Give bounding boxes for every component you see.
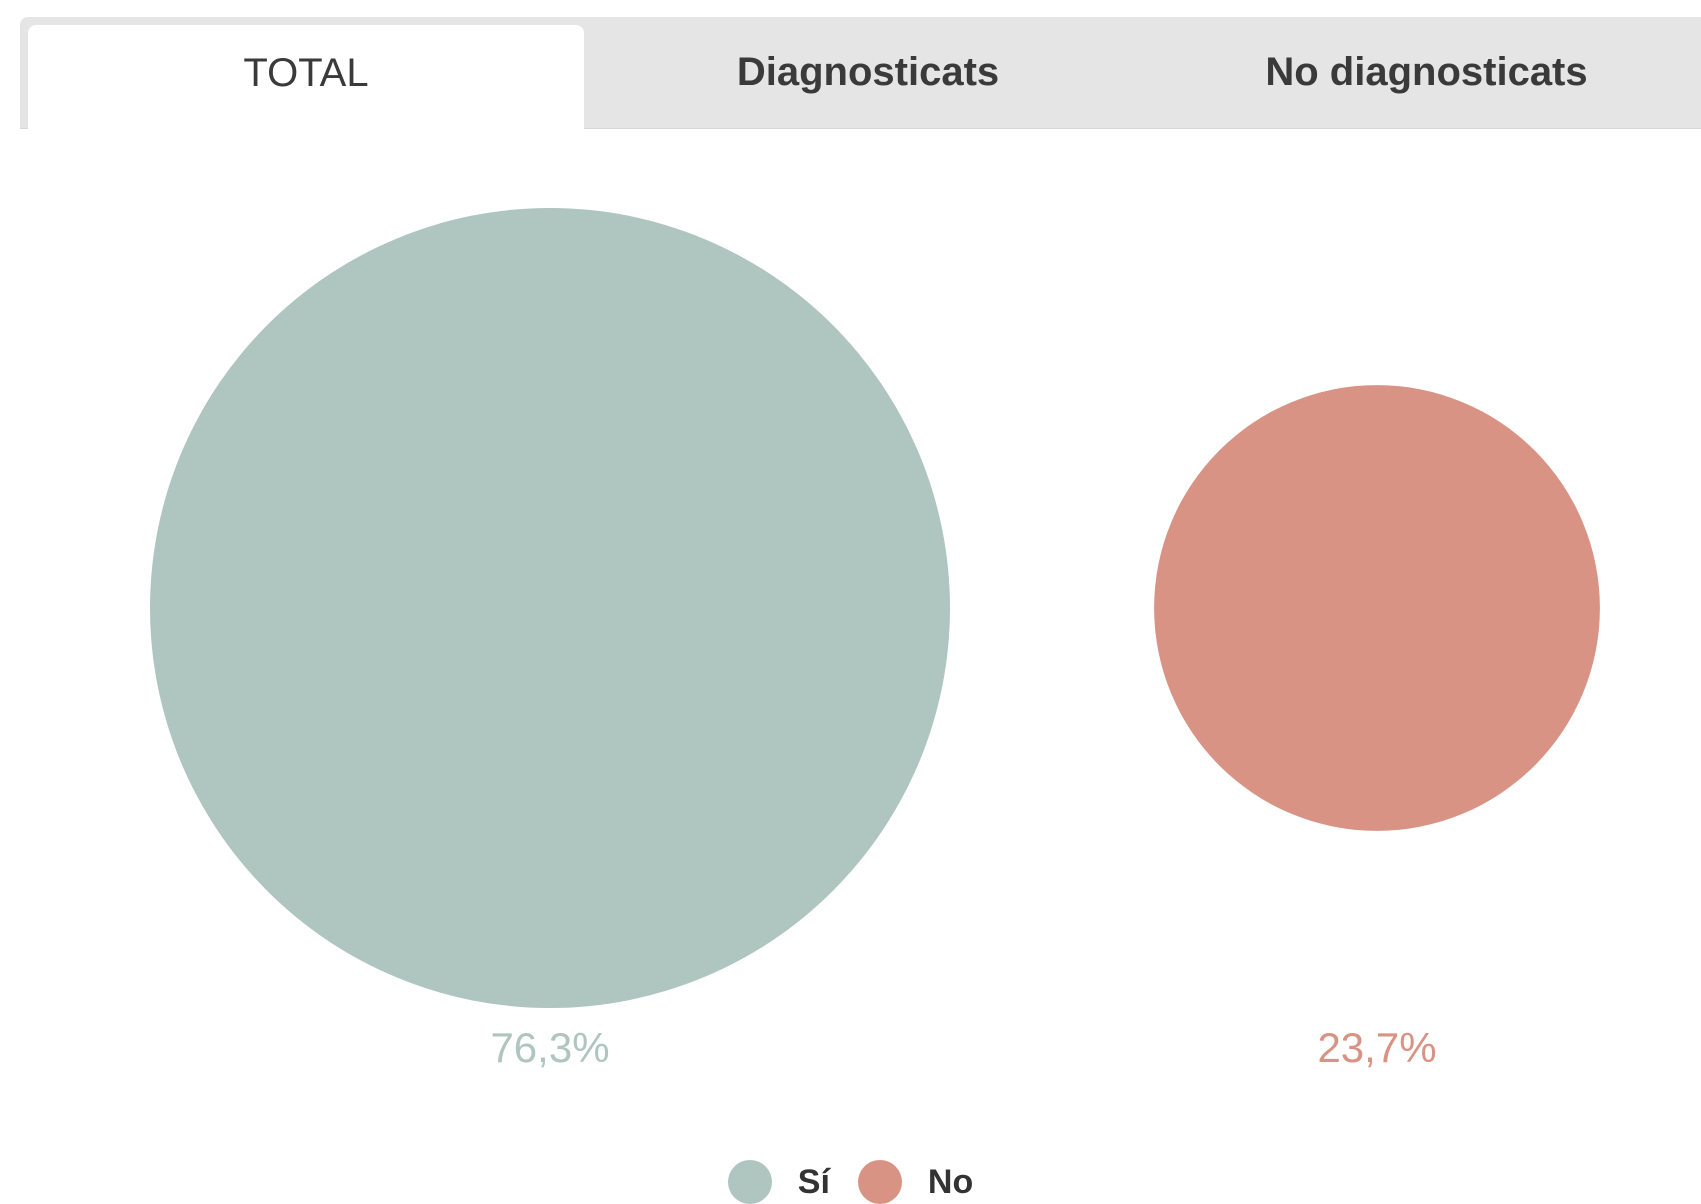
data-label-si: 76,3%: [490, 1024, 609, 1071]
data-label-no: 23,7%: [1317, 1024, 1436, 1071]
tab-bar: TOTAL Diagnosticats No diagnosticats: [20, 17, 1701, 129]
legend-swatch-no: [857, 1160, 902, 1204]
bubble-chart: 76,3% 23,7%: [150, 208, 1600, 1071]
legend-item-no[interactable]: No: [857, 1160, 974, 1204]
chart-legend: Sí No: [0, 1160, 1701, 1204]
bubble-si[interactable]: [150, 208, 950, 1008]
tab-total[interactable]: TOTAL: [28, 25, 584, 129]
tab-no-diagnosticats[interactable]: No diagnosticats: [1265, 50, 1588, 94]
bubble-no[interactable]: [1154, 385, 1600, 831]
legend-swatch-si: [727, 1160, 772, 1204]
legend-label-si: Sí: [797, 1162, 830, 1201]
legend-item-si[interactable]: Sí: [727, 1160, 830, 1204]
tab-diagnosticats[interactable]: Diagnosticats: [736, 50, 1000, 94]
legend-label-no: No: [927, 1162, 974, 1201]
